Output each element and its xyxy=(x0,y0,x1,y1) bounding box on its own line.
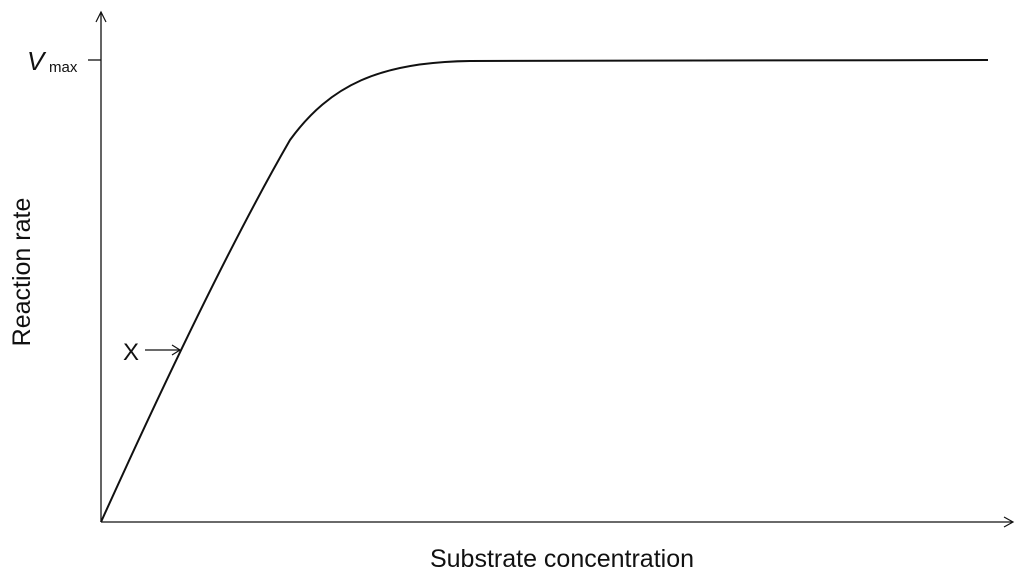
y-axis-label: Reaction rate xyxy=(8,198,36,347)
x-axis-label: Substrate concentration xyxy=(430,545,694,573)
point-label: X xyxy=(123,339,139,366)
vmax-symbol: V xyxy=(27,46,47,76)
point-arrowhead xyxy=(171,344,182,356)
x-axis-arrow xyxy=(1003,516,1015,528)
rate-curve xyxy=(100,59,989,523)
y-axis-arrow xyxy=(95,10,107,23)
vmax-subscript: max xyxy=(49,59,78,76)
